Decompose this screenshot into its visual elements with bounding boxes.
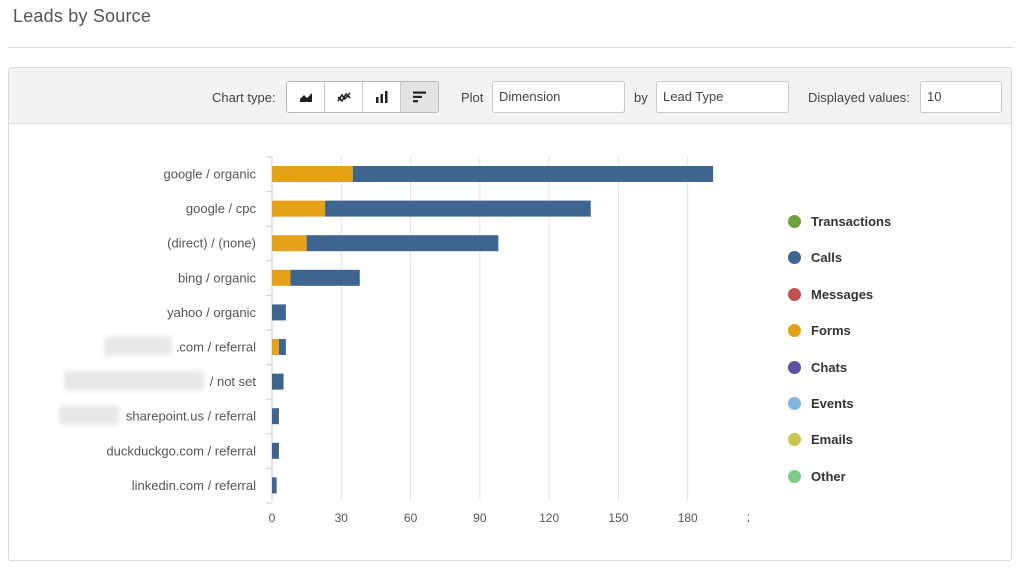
legend-item-chats[interactable]: Chats xyxy=(788,360,847,375)
legend-label: Emails xyxy=(811,432,853,448)
bar-calls xyxy=(290,269,360,286)
redacted-source-prefix xyxy=(104,336,172,356)
bar-forms xyxy=(272,166,353,182)
x-tick-label: 180 xyxy=(678,511,698,525)
legend-item-calls[interactable]: Calls xyxy=(788,250,842,265)
displayed-values-label: Displayed values: xyxy=(808,90,910,105)
plot-dimension-select[interactable]: Dimension xyxy=(492,81,625,113)
category-label: yahoo / organic xyxy=(167,305,256,320)
x-tick-label: 60 xyxy=(404,511,418,525)
legend-item-forms[interactable]: Forms xyxy=(788,323,851,338)
category-label: linkedin.com / referral xyxy=(132,478,256,493)
category-label: google / cpc xyxy=(186,201,257,216)
category-label: .com / referral xyxy=(176,340,256,355)
legend-item-emails[interactable]: Emails xyxy=(788,432,853,447)
bar-calls xyxy=(325,200,591,217)
legend-label: Forms xyxy=(811,323,851,339)
legend-swatch xyxy=(788,469,801,483)
bar-chart-icon xyxy=(412,91,426,103)
category-label: google / organic xyxy=(163,167,256,182)
page-title: Leads by Source xyxy=(13,6,152,26)
legend-label: Messages xyxy=(811,286,874,302)
legend-item-transactions[interactable]: Transactions xyxy=(788,214,891,229)
chart-area: google / organic google / cpc (direct) / (… xyxy=(9,124,1011,560)
legend-swatch xyxy=(788,433,801,447)
category-label: duckduckgo.com / referral xyxy=(106,443,256,458)
x-tick-label: 120 xyxy=(539,511,559,525)
legend-label: Calls xyxy=(811,250,843,266)
chart-type-bar-button[interactable] xyxy=(401,82,438,112)
x-axis-ticks: 0 30 60 90 120 150 180 210 xyxy=(269,511,749,525)
legend-label: Other xyxy=(811,468,846,484)
bar-calls xyxy=(352,166,714,182)
legend-label: Transactions xyxy=(811,214,892,229)
bar-calls xyxy=(272,304,286,321)
bar-chart: google / organic google / cpc (direct) / (… xyxy=(106,156,749,525)
category-label: sharepoint.us / referral xyxy=(126,409,256,424)
category-label: (direct) / (none) xyxy=(167,236,256,251)
legend-swatch xyxy=(788,397,801,410)
legend-item-other[interactable]: Other xyxy=(788,469,846,484)
legend-swatch xyxy=(788,360,801,374)
bar-calls xyxy=(306,235,499,252)
redacted-source-prefix xyxy=(59,405,119,425)
legend-swatch xyxy=(788,215,801,228)
category-label: bing / organic xyxy=(178,270,257,285)
by-label: by xyxy=(634,90,648,105)
chart-type-selector xyxy=(286,81,439,113)
category-labels: google / organic google / cpc (direct) / (… xyxy=(106,167,256,493)
redacted-source-prefix xyxy=(64,371,204,391)
x-tick-label: 210 xyxy=(747,511,749,525)
bar-calls xyxy=(272,408,279,425)
legend-label: Events xyxy=(811,396,854,411)
legend-swatch xyxy=(788,287,801,301)
x-tick-label: 150 xyxy=(608,511,628,525)
bar-calls xyxy=(272,442,279,459)
legend-label: Chats xyxy=(811,359,848,375)
bar-forms xyxy=(272,269,291,286)
legend-swatch xyxy=(788,324,801,338)
bar-calls xyxy=(272,477,277,494)
x-tick-label: 90 xyxy=(473,511,487,525)
x-tick-label: 30 xyxy=(335,511,349,525)
column-chart-icon xyxy=(375,91,387,103)
line-chart-icon xyxy=(336,92,351,103)
chart-type-column-button[interactable] xyxy=(363,82,401,112)
bar-forms xyxy=(272,235,307,252)
displayed-values-input[interactable]: 10 xyxy=(920,81,1002,113)
category-label: / not set xyxy=(210,374,257,389)
chart-type-line-button[interactable] xyxy=(325,82,363,112)
x-tick-label: 0 xyxy=(269,511,276,525)
chart-panel: Chart type: xyxy=(8,67,1012,561)
area-chart-icon xyxy=(299,93,312,102)
legend-item-messages[interactable]: Messages xyxy=(788,287,873,302)
title-divider xyxy=(8,47,1013,48)
chart-type-area-button[interactable] xyxy=(287,82,325,112)
bar-forms xyxy=(272,339,279,355)
by-lead-type-select[interactable]: Lead Type xyxy=(656,81,789,113)
bar-forms xyxy=(272,200,326,217)
legend-swatch xyxy=(788,251,801,265)
bar-calls xyxy=(278,339,286,355)
bar-calls xyxy=(272,373,284,390)
chart-toolbar: Chart type: xyxy=(9,68,1011,124)
legend-item-events[interactable]: Events xyxy=(788,396,854,411)
chart-type-label: Chart type: xyxy=(212,90,276,105)
plot-label: Plot xyxy=(461,90,484,105)
chart-bars xyxy=(272,166,714,494)
